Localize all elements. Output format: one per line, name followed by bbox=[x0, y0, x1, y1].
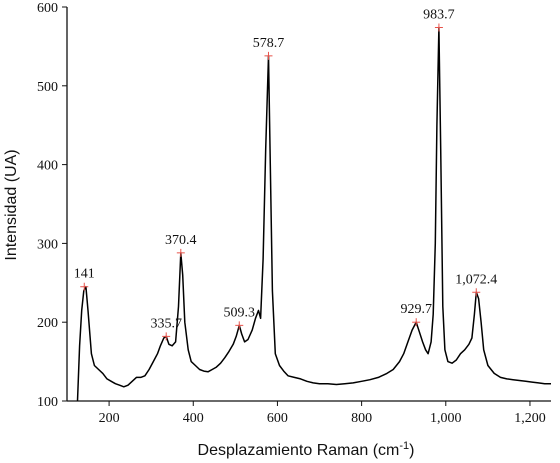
y-tick-label: 300 bbox=[37, 237, 58, 252]
x-tick-label: 1,000 bbox=[430, 411, 462, 426]
x-tick-label: 200 bbox=[99, 411, 120, 426]
peak-label: 578.7 bbox=[253, 36, 285, 51]
x-tick-label: 600 bbox=[267, 411, 288, 426]
x-tick-label: 800 bbox=[351, 411, 372, 426]
y-axis-ticks: 100 200 300 400 500 600 bbox=[37, 1, 67, 410]
peak-label: 370.4 bbox=[165, 233, 197, 248]
peak-label: 929.7 bbox=[400, 302, 432, 317]
y-tick-label: 400 bbox=[37, 159, 58, 174]
y-tick-label: 100 bbox=[37, 395, 58, 410]
x-tick-label: 400 bbox=[183, 411, 204, 426]
peak-label: 141 bbox=[74, 267, 95, 282]
peak-label: 1,072.4 bbox=[455, 272, 497, 287]
y-tick-label: 500 bbox=[37, 80, 58, 95]
y-axis-label: Intensidad (UA) bbox=[3, 149, 20, 260]
peak-annotations: 141 335.7 370.4 509.3 578.7 929.7 983.7 1,072.4 bbox=[74, 7, 497, 341]
peak-label: 983.7 bbox=[423, 7, 455, 22]
spectrum-line bbox=[76, 26, 551, 402]
x-axis-label-superscript: -1 bbox=[399, 440, 409, 452]
peak-label: 335.7 bbox=[150, 316, 182, 331]
y-tick-label: 600 bbox=[37, 1, 58, 16]
axes bbox=[66, 7, 551, 402]
y-tick-label: 200 bbox=[37, 316, 58, 331]
x-tick-label: 1,200 bbox=[514, 411, 546, 426]
x-axis-ticks: 200 400 600 800 1,000 1,200 bbox=[99, 401, 546, 426]
x-axis-label-close: ) bbox=[409, 442, 414, 459]
peak-label: 509.3 bbox=[224, 305, 256, 320]
x-axis-label: Desplazamiento Raman (cm-1) bbox=[198, 440, 415, 459]
